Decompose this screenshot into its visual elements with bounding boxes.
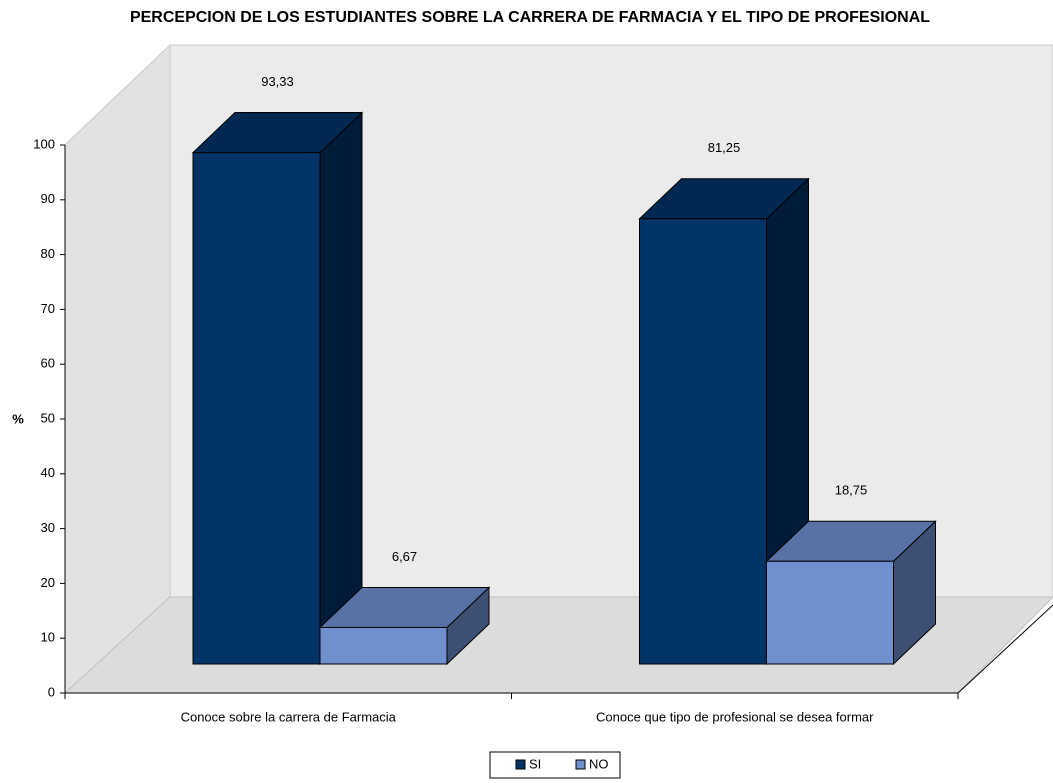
x-tick-label: Conoce que tipo de profesional se desea …: [596, 709, 874, 724]
bar: [639, 218, 767, 665]
y-tick-label: 30: [41, 520, 55, 535]
bar: [766, 560, 894, 665]
bar: [319, 626, 448, 665]
side-wall: [64, 43, 171, 695]
y-tick-label: 20: [41, 575, 55, 590]
legend-swatch: [515, 759, 526, 770]
y-tick-label: 70: [41, 301, 55, 316]
y-tick-label: 100: [33, 136, 55, 151]
value-label: 18,75: [835, 483, 868, 498]
bar-side: [319, 111, 363, 666]
legend-swatch: [575, 759, 586, 770]
x-tick-label: Conoce sobre la carrera de Farmacia: [181, 709, 397, 724]
y-tick-label: 40: [41, 465, 55, 480]
floor-edge: [957, 604, 1053, 694]
value-label: 6,67: [392, 549, 417, 564]
y-tick-label: 60: [41, 356, 55, 371]
y-tick-label: 90: [41, 191, 55, 206]
bar: [192, 152, 321, 665]
y-tick-label: 10: [41, 630, 55, 645]
legend: [489, 751, 621, 779]
legend-label: NO: [589, 756, 609, 771]
chart-title: PERCEPCION DE LOS ESTUDIANTES SOBRE LA C…: [129, 9, 931, 26]
legend-label: SI: [529, 756, 541, 771]
value-label: 81,25: [708, 140, 741, 155]
y-tick-label: 50: [41, 410, 55, 425]
value-label: 93,33: [261, 74, 294, 89]
y-axis-label: %: [12, 411, 24, 426]
y-tick-label: 0: [48, 684, 55, 699]
y-tick-label: 80: [41, 246, 55, 261]
